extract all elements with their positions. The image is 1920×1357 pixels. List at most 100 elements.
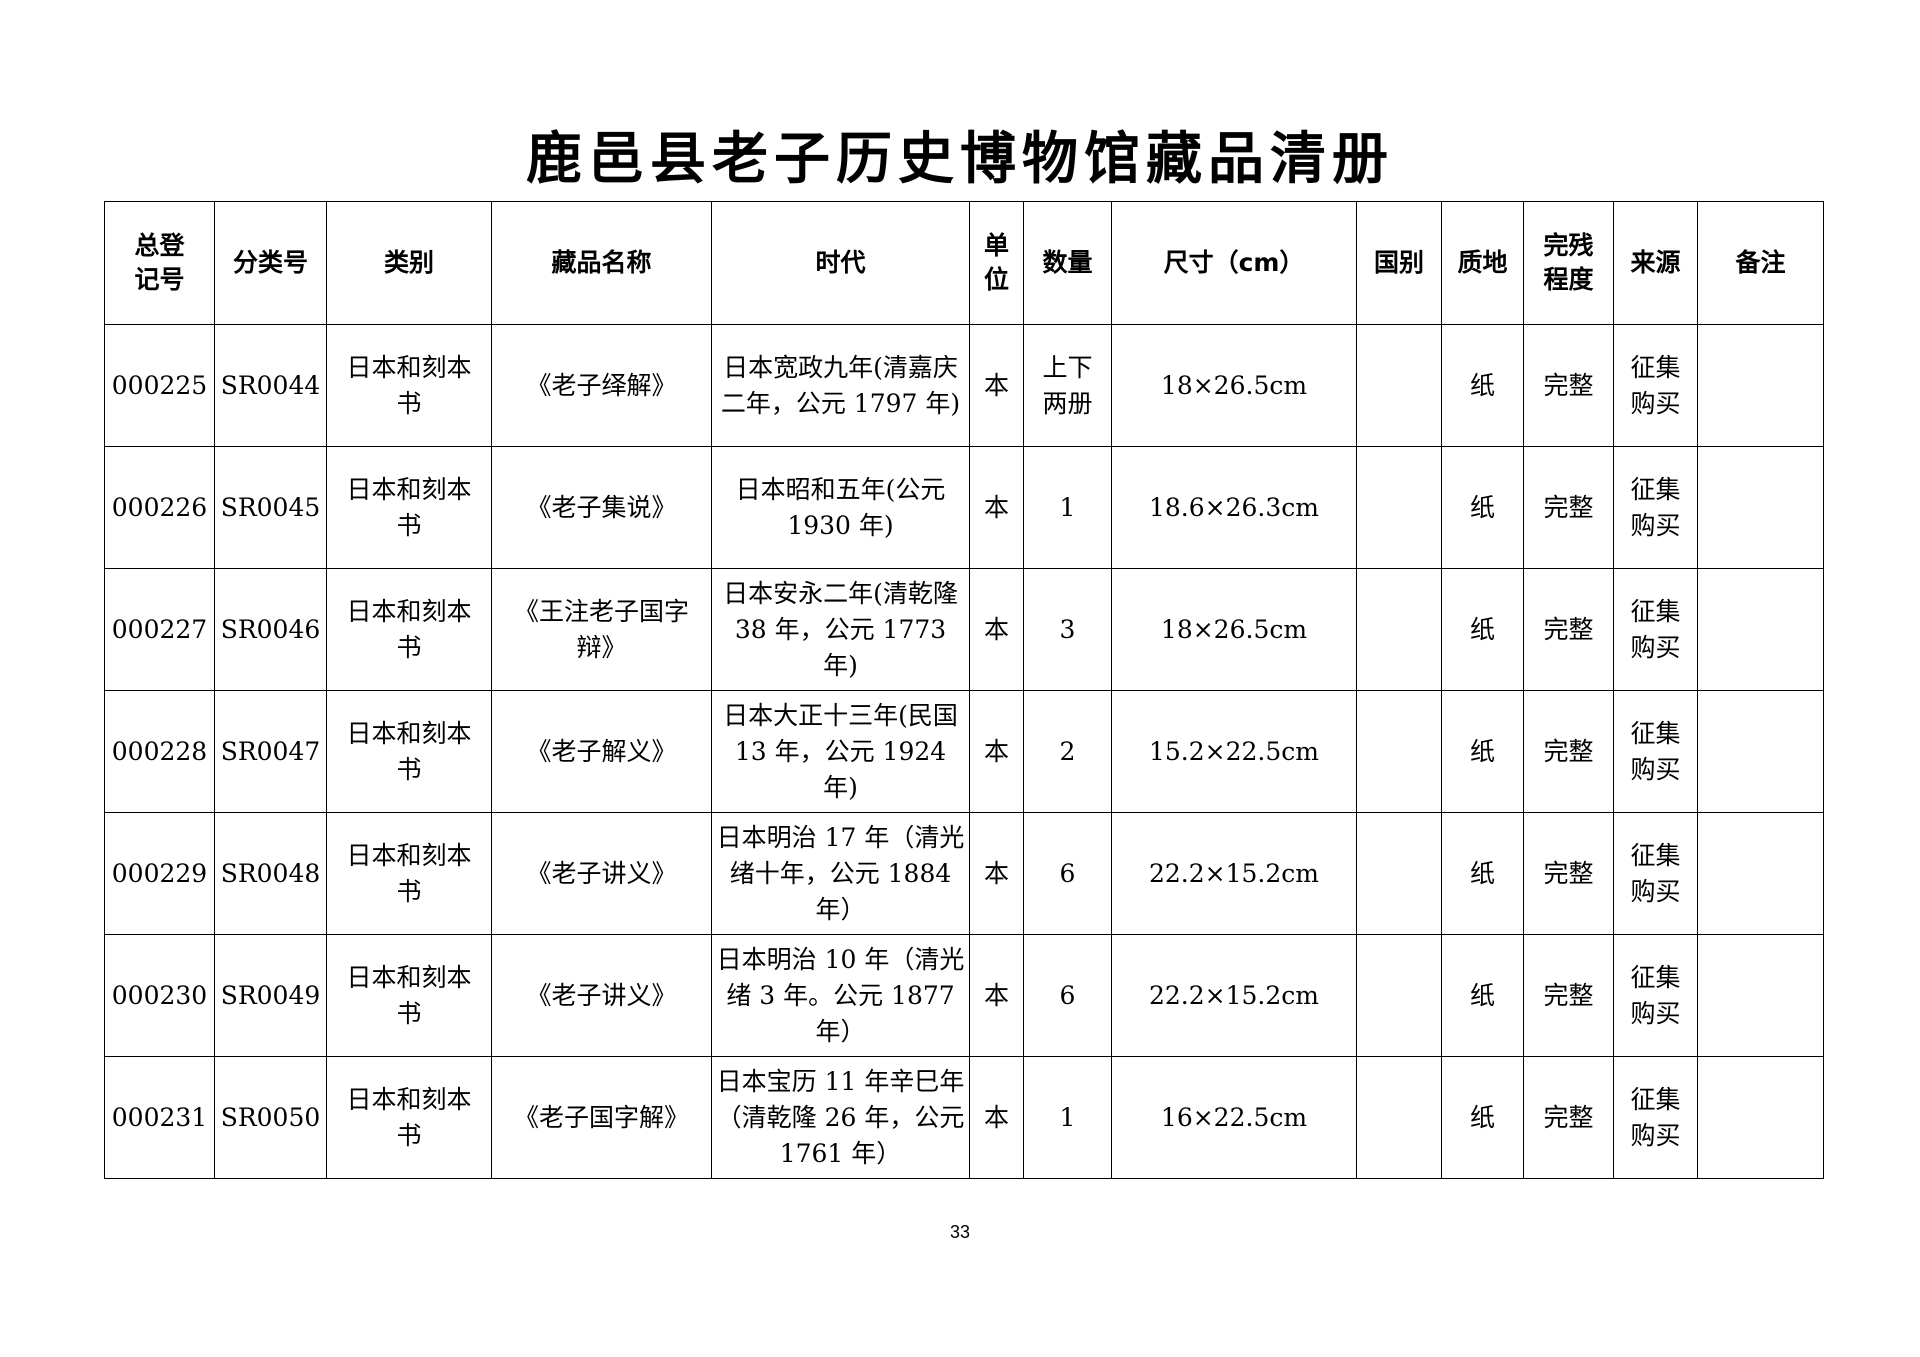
cell-category: 日本和刻本书: [326, 446, 492, 569]
cell-unit: 本: [969, 324, 1024, 447]
cell-unit: 本: [969, 934, 1024, 1057]
cell-qty: 6: [1023, 934, 1112, 1057]
page-number: 33: [949, 1222, 971, 1242]
cell-reg-no: 000226: [104, 446, 215, 569]
cell-condition: 完整: [1523, 934, 1614, 1057]
cell-remark: [1697, 812, 1824, 935]
table-row: 000230 SR0049 日本和刻本书 《老子讲义》 日本明治 10 年（清光…: [104, 934, 1824, 1057]
cell-source: 征集购买: [1613, 934, 1698, 1057]
cell-source: 征集购买: [1613, 446, 1698, 569]
cell-category: 日本和刻本书: [326, 324, 492, 447]
header-reg-no: 总登记号: [104, 201, 215, 325]
cell-material: 纸: [1441, 690, 1524, 813]
cell-material: 纸: [1441, 812, 1524, 935]
cell-reg-no: 000225: [104, 324, 215, 447]
cell-source: 征集购买: [1613, 324, 1698, 447]
cell-condition: 完整: [1523, 324, 1614, 447]
cell-condition: 完整: [1523, 446, 1614, 569]
cell-reg-no: 000231: [104, 1056, 215, 1179]
header-condition: 完残程度: [1523, 201, 1614, 325]
cell-size: 22.2×15.2cm: [1111, 934, 1357, 1057]
table-row: 000225 SR0044 日本和刻本书 《老子绎解》 日本宽政九年(清嘉庆二年…: [104, 324, 1824, 447]
cell-material: 纸: [1441, 1056, 1524, 1179]
cell-category: 日本和刻本书: [326, 690, 492, 813]
cell-condition: 完整: [1523, 812, 1614, 935]
cell-remark: [1697, 1056, 1824, 1179]
cell-name: 《老子讲义》: [491, 812, 712, 935]
cell-material: 纸: [1441, 446, 1524, 569]
cell-era: 日本宝历 11 年辛巳年（清乾隆 26 年，公元 1761 年）: [711, 1056, 970, 1179]
cell-remark: [1697, 690, 1824, 813]
cell-qty: 3: [1023, 568, 1112, 691]
cell-category: 日本和刻本书: [326, 568, 492, 691]
cell-qty: 2: [1023, 690, 1112, 813]
cell-unit: 本: [969, 568, 1024, 691]
cell-unit: 本: [969, 812, 1024, 935]
cell-name: 《老子集说》: [491, 446, 712, 569]
cell-remark: [1697, 324, 1824, 447]
cell-category: 日本和刻本书: [326, 934, 492, 1057]
cell-condition: 完整: [1523, 568, 1614, 691]
table-header-row: 总登记号 分类号 类别 藏品名称 时代 单位 数量 尺寸（cm） 国别 质地 完…: [104, 201, 1824, 325]
cell-qty: 1: [1023, 446, 1112, 569]
cell-size: 18×26.5cm: [1111, 324, 1357, 447]
cell-size: 16×22.5cm: [1111, 1056, 1357, 1179]
cell-era: 日本明治 10 年（清光绪 3 年。公元 1877 年）: [711, 934, 970, 1057]
cell-name: 《老子解义》: [491, 690, 712, 813]
page-title: 鹿邑县老子历史博物馆藏品清册: [526, 127, 1394, 192]
cell-remark: [1697, 934, 1824, 1057]
cell-material: 纸: [1441, 324, 1524, 447]
cell-name: 《老子国字解》: [491, 1056, 712, 1179]
header-class-no: 分类号: [214, 201, 327, 325]
cell-class-no: SR0045: [214, 446, 327, 569]
cell-country: [1356, 812, 1442, 935]
cell-class-no: SR0047: [214, 690, 327, 813]
cell-unit: 本: [969, 690, 1024, 813]
cell-country: [1356, 446, 1442, 569]
cell-reg-no: 000227: [104, 568, 215, 691]
cell-class-no: SR0049: [214, 934, 327, 1057]
cell-class-no: SR0046: [214, 568, 327, 691]
cell-class-no: SR0048: [214, 812, 327, 935]
cell-reg-no: 000228: [104, 690, 215, 813]
cell-remark: [1697, 446, 1824, 569]
cell-condition: 完整: [1523, 690, 1614, 813]
cell-era: 日本昭和五年(公元 1930 年): [711, 446, 970, 569]
table-row: 000228 SR0047 日本和刻本书 《老子解义》 日本大正十三年(民国 1…: [104, 690, 1824, 813]
cell-country: [1356, 690, 1442, 813]
cell-era: 日本大正十三年(民国 13 年，公元 1924 年): [711, 690, 970, 813]
cell-size: 18×26.5cm: [1111, 568, 1357, 691]
cell-country: [1356, 568, 1442, 691]
cell-size: 15.2×22.5cm: [1111, 690, 1357, 813]
cell-source: 征集购买: [1613, 568, 1698, 691]
table-row: 000229 SR0048 日本和刻本书 《老子讲义》 日本明治 17 年（清光…: [104, 812, 1824, 935]
table-row: 000231 SR0050 日本和刻本书 《老子国字解》 日本宝历 11 年辛巳…: [104, 1056, 1824, 1179]
header-source: 来源: [1613, 201, 1698, 325]
header-size: 尺寸（cm）: [1111, 201, 1357, 325]
cell-material: 纸: [1441, 934, 1524, 1057]
header-unit: 单位: [969, 201, 1024, 325]
cell-qty: 1: [1023, 1056, 1112, 1179]
header-category: 类别: [326, 201, 492, 325]
collection-table: 总登记号 分类号 类别 藏品名称 时代 单位 数量 尺寸（cm） 国别 质地 完…: [104, 201, 1824, 1179]
cell-era: 日本明治 17 年（清光绪十年，公元 1884 年）: [711, 812, 970, 935]
cell-condition: 完整: [1523, 1056, 1614, 1179]
cell-reg-no: 000229: [104, 812, 215, 935]
cell-category: 日本和刻本书: [326, 812, 492, 935]
cell-qty: 上下两册: [1023, 324, 1112, 447]
cell-size: 18.6×26.3cm: [1111, 446, 1357, 569]
cell-unit: 本: [969, 1056, 1024, 1179]
header-material: 质地: [1441, 201, 1524, 325]
cell-source: 征集购买: [1613, 1056, 1698, 1179]
cell-country: [1356, 934, 1442, 1057]
cell-country: [1356, 1056, 1442, 1179]
header-qty: 数量: [1023, 201, 1112, 325]
table-row: 000226 SR0045 日本和刻本书 《老子集说》 日本昭和五年(公元 19…: [104, 446, 1824, 569]
header-remark: 备注: [1697, 201, 1824, 325]
cell-reg-no: 000230: [104, 934, 215, 1057]
cell-name: 《王注老子国字辩》: [491, 568, 712, 691]
cell-name: 《老子讲义》: [491, 934, 712, 1057]
cell-qty: 6: [1023, 812, 1112, 935]
cell-category: 日本和刻本书: [326, 1056, 492, 1179]
cell-era: 日本宽政九年(清嘉庆二年，公元 1797 年): [711, 324, 970, 447]
